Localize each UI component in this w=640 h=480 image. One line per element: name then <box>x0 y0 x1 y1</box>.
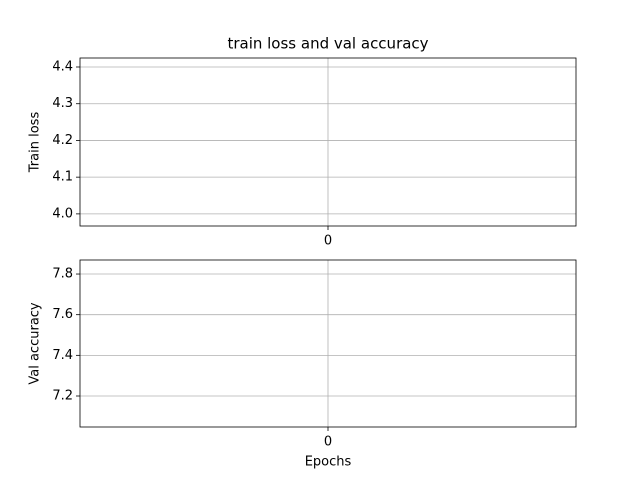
y-tick-label: 7.8 <box>52 267 73 282</box>
y-tick-label: 7.6 <box>52 307 73 322</box>
chart-title: train loss and val accuracy <box>227 35 428 53</box>
y-tick-label: 7.2 <box>52 388 73 403</box>
y-axis-label: Train loss <box>28 112 43 174</box>
y-tick-label: 4.4 <box>52 59 73 74</box>
y-axis-label: Val accuracy <box>28 302 43 385</box>
y-tick-label: 4.2 <box>52 133 73 148</box>
x-tick-label: 0 <box>324 435 332 450</box>
axes-frame <box>79 57 577 227</box>
x-axis-label: Epochs <box>305 455 352 470</box>
x-tick-label: 0 <box>324 234 332 249</box>
y-tick-label: 7.4 <box>52 348 73 363</box>
y-tick-label: 4.0 <box>52 206 73 221</box>
y-tick-label: 4.1 <box>52 170 73 185</box>
y-tick-label: 4.3 <box>52 96 73 111</box>
axes-frame <box>79 259 577 428</box>
